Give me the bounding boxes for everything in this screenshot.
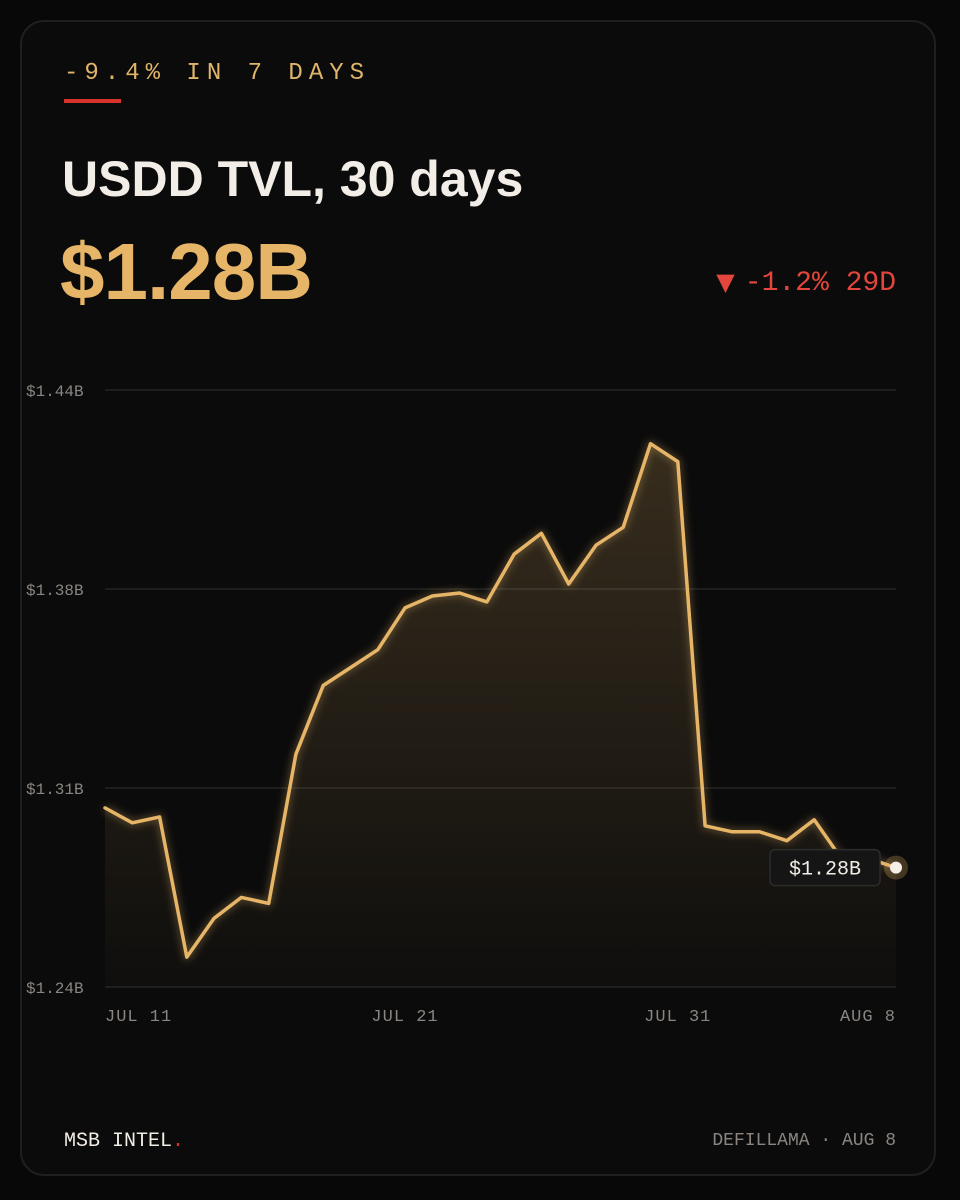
data-point: [267, 901, 271, 905]
data-point: [403, 606, 407, 610]
data-point: [730, 830, 734, 834]
data-point: [539, 531, 543, 535]
y-tick-label: $1.38B: [26, 582, 84, 600]
kicker-underline: [64, 99, 121, 103]
last-value-label: $1.28B: [789, 859, 861, 882]
data-point: [321, 684, 325, 688]
last-point-marker: [890, 861, 902, 874]
data-point: [239, 895, 243, 899]
data-point: [785, 839, 789, 843]
brand-dot: .: [172, 1130, 185, 1153]
x-tick-label: JUL 21: [371, 1008, 438, 1027]
data-point: [703, 824, 707, 828]
tvl-series-line: [103, 441, 898, 959]
monthly-change: ▼ -1.2% 29D: [716, 268, 896, 299]
brand-name: MSB INTEL: [64, 1130, 173, 1153]
y-tick-label: $1.31B: [26, 781, 84, 799]
data-point: [212, 916, 216, 920]
data-point: [130, 821, 134, 825]
data-point: [294, 752, 298, 756]
down-arrow-icon: ▼: [716, 268, 735, 296]
x-tick-label: JUL 31: [644, 1008, 711, 1027]
source-footer: DEFILLAMA · AUG 8: [712, 1131, 896, 1151]
chart-title: USDD TVL, 30 days: [62, 151, 524, 207]
data-point: [458, 591, 462, 595]
x-tick-label: AUG 8: [840, 1008, 896, 1027]
data-point: [676, 460, 680, 464]
data-point: [512, 552, 516, 556]
data-point: [485, 600, 489, 604]
data-point: [158, 815, 162, 819]
data-point: [103, 806, 107, 810]
area-fill: [105, 443, 896, 987]
data-point: [649, 442, 653, 446]
current-tvl-value: $1.28B: [60, 227, 313, 316]
y-tick-label: $1.44B: [26, 383, 84, 401]
monthly-change-text: -1.2% 29D: [744, 268, 896, 299]
brand-footer: MSB INTEL.: [64, 1130, 184, 1153]
x-tick-label: JUL 11: [105, 1008, 172, 1027]
data-point: [376, 648, 380, 652]
data-point: [758, 830, 762, 834]
weekly-change-kicker: -9.4% IN 7 DAYS: [64, 60, 371, 87]
data-point: [348, 666, 352, 670]
data-point: [621, 525, 625, 529]
y-tick-label: $1.24B: [26, 980, 84, 998]
data-point: [594, 543, 598, 547]
data-point: [430, 594, 434, 598]
data-point: [567, 582, 571, 586]
data-point: [185, 955, 189, 959]
data-point: [812, 818, 816, 822]
last-value-badge: [769, 848, 881, 887]
